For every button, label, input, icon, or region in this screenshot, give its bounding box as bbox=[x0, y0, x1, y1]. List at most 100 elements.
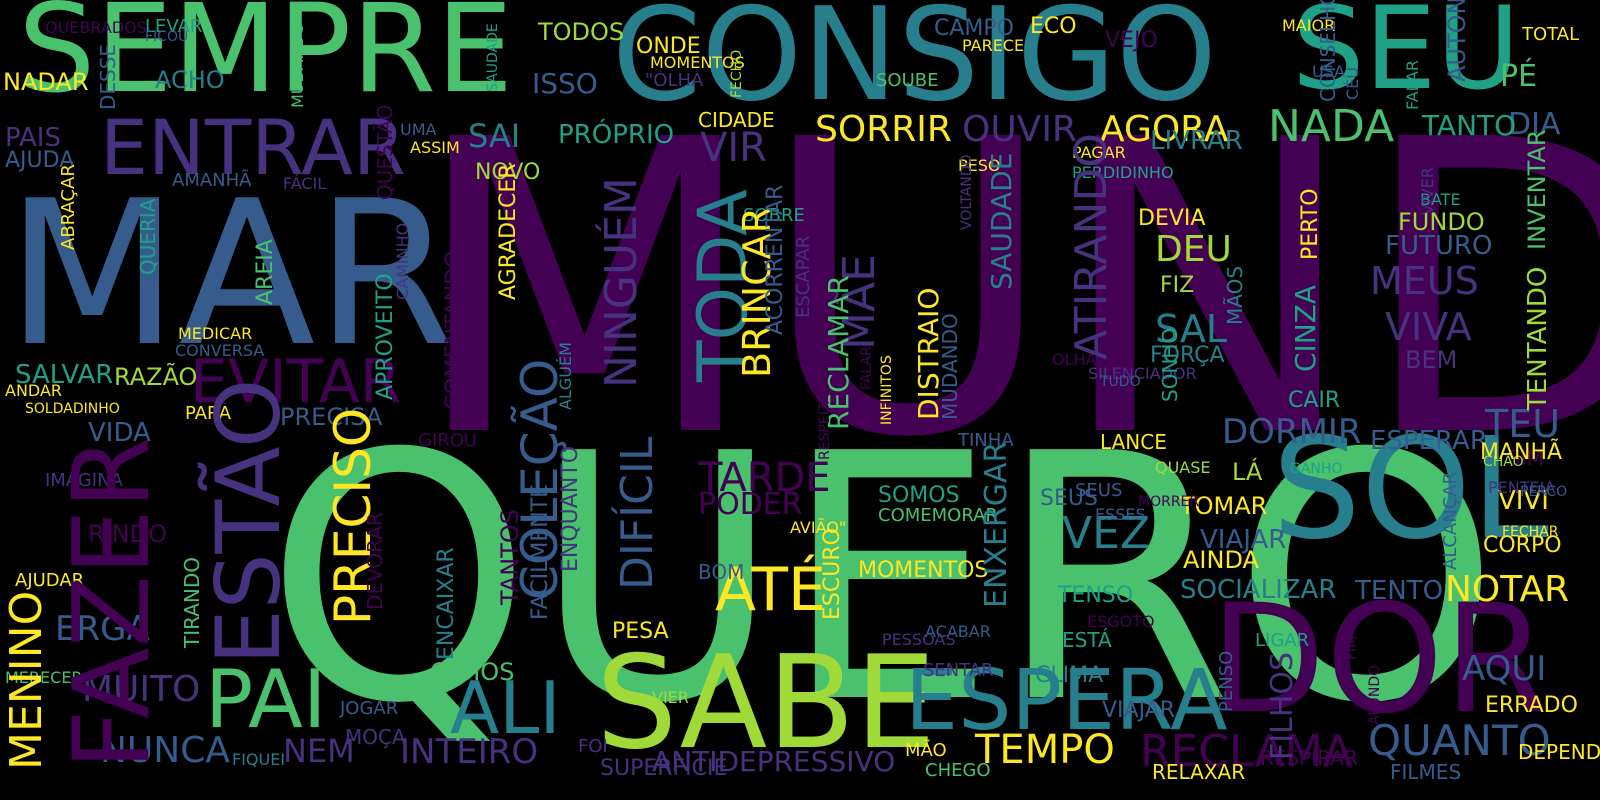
word: ASSIM bbox=[410, 138, 460, 157]
word: SOLDADINHO bbox=[25, 401, 120, 417]
word: ESTÁ bbox=[1062, 628, 1112, 652]
word: QUERIA bbox=[136, 198, 160, 276]
word: CAMPO bbox=[934, 16, 1014, 41]
word: ANTIDEPRESSIVO bbox=[652, 745, 896, 778]
word: DEVIA bbox=[1138, 206, 1206, 231]
word: AINDA bbox=[1183, 546, 1259, 574]
word: FORÇA bbox=[1150, 343, 1225, 368]
word: PARA bbox=[185, 403, 232, 424]
word: TENTANDO bbox=[1523, 266, 1553, 410]
word: DIA bbox=[1508, 107, 1561, 142]
word: OLHA bbox=[1052, 350, 1097, 369]
word: VIAJAR bbox=[1102, 698, 1176, 723]
word: CONSELHOS bbox=[1316, 0, 1340, 102]
word: FILMES bbox=[1390, 760, 1462, 784]
word: ACABAR bbox=[925, 622, 991, 641]
word: ESCURO bbox=[820, 528, 845, 620]
word: DESSE bbox=[96, 43, 120, 110]
word: TODOS bbox=[538, 18, 625, 46]
word: SEU bbox=[1292, 0, 1520, 115]
word: PESSOAS bbox=[882, 630, 956, 649]
word: FECHAR bbox=[1502, 524, 1559, 540]
word: RECLAMA bbox=[1140, 726, 1353, 777]
word: SIM bbox=[1508, 446, 1544, 470]
word: FECHO bbox=[729, 49, 745, 98]
word: VIVA bbox=[1385, 305, 1472, 349]
word: SALVAR bbox=[15, 360, 114, 390]
word: SOCIALIZAR bbox=[1180, 575, 1337, 605]
word: DEU bbox=[1155, 229, 1232, 270]
word: CAIR bbox=[1288, 388, 1341, 413]
word: ENQUANTO bbox=[558, 445, 583, 572]
word: MERECER bbox=[5, 668, 83, 687]
word: NADA bbox=[1268, 101, 1395, 152]
word: SOL bbox=[1272, 408, 1550, 571]
word: FAZER bbox=[51, 436, 173, 770]
word: TANTOS bbox=[496, 509, 524, 605]
word: DORMIR bbox=[1222, 412, 1362, 452]
word: TEMPO bbox=[975, 727, 1115, 773]
word: CHÃO bbox=[1483, 454, 1524, 470]
word: FIZ bbox=[1160, 273, 1195, 298]
word: ESPERAR bbox=[1370, 426, 1488, 456]
word: ESPERA bbox=[905, 651, 1228, 749]
word: AJUDAR bbox=[15, 570, 85, 591]
word: SUPERFÍCIE bbox=[600, 756, 728, 781]
word: VIAJAR bbox=[1200, 525, 1287, 555]
word: RAZÃO bbox=[114, 363, 198, 391]
word: MÃOS bbox=[1223, 265, 1247, 325]
word: COMENTANDO bbox=[442, 250, 467, 410]
word: SORRIR bbox=[815, 109, 952, 150]
word: AQUI bbox=[1462, 649, 1547, 689]
word: INTEIRO bbox=[400, 732, 539, 772]
word: JOGAR bbox=[340, 698, 399, 719]
word: MUITO bbox=[82, 669, 201, 710]
word: FALAR bbox=[1403, 59, 1422, 110]
word: SEUS bbox=[1040, 486, 1098, 511]
word: SAUDADE bbox=[985, 152, 1018, 290]
word: SENTAR bbox=[923, 660, 994, 681]
word: FUTURO bbox=[1385, 231, 1493, 261]
word: MOÇA bbox=[345, 725, 406, 749]
word: CORPO bbox=[1483, 533, 1562, 558]
word: VOLTANDO bbox=[959, 154, 975, 230]
word: SAUDADE bbox=[485, 23, 501, 92]
word: ESSES bbox=[1095, 505, 1146, 524]
word: ERGA bbox=[55, 609, 150, 649]
word: AJUDA bbox=[5, 148, 75, 173]
word: FÁCIL bbox=[283, 174, 327, 193]
word: IMAGINA bbox=[45, 470, 123, 491]
word: CIDADE bbox=[698, 108, 775, 132]
word: MAR bbox=[6, 158, 455, 391]
word: FUNDO bbox=[1398, 208, 1485, 236]
word: GIROU bbox=[418, 430, 478, 451]
word: SABE bbox=[596, 629, 936, 778]
word: MORRER bbox=[1138, 494, 1200, 510]
word: ALI bbox=[450, 666, 561, 750]
word: TANTO bbox=[1422, 109, 1517, 142]
word: SOUBE bbox=[876, 70, 939, 91]
word: FIM bbox=[1344, 635, 1360, 660]
word: MENINO bbox=[1, 590, 52, 770]
word: QUASE bbox=[1155, 458, 1211, 477]
word: CÉU bbox=[1343, 67, 1362, 100]
word: "OLHA bbox=[645, 70, 704, 91]
word: CONVERSA bbox=[175, 341, 265, 360]
word: FOI bbox=[578, 736, 608, 757]
word: ESGOTO bbox=[1087, 612, 1155, 631]
word: PERCO bbox=[1520, 484, 1568, 500]
word: TOMAR bbox=[1180, 492, 1268, 520]
word: VIDA bbox=[88, 418, 151, 448]
word: NINGUÉM bbox=[596, 177, 647, 388]
word: PARECE bbox=[962, 36, 1025, 55]
word: LÁ bbox=[1232, 458, 1263, 486]
word: MAIOR bbox=[1282, 16, 1336, 35]
word: PAGAR bbox=[1072, 143, 1126, 162]
word: MUDANDO bbox=[938, 313, 962, 420]
word: PERDIDINHO bbox=[1072, 163, 1174, 182]
word: TEU bbox=[1485, 402, 1561, 446]
word: INVENTAR bbox=[1523, 129, 1551, 250]
word: ALGUÉM bbox=[556, 342, 575, 410]
word: VIR bbox=[700, 125, 767, 171]
word: OUVIR bbox=[962, 109, 1077, 150]
